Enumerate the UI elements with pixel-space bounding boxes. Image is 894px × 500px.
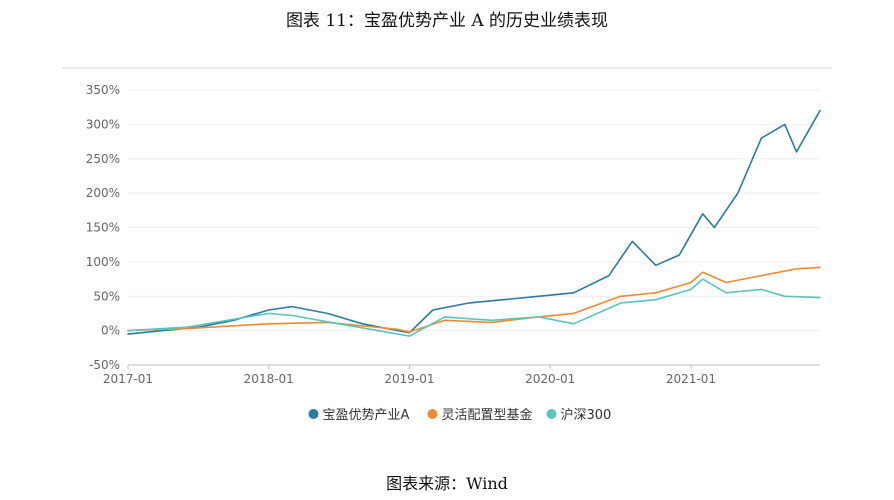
y-tick-label: 300% <box>86 117 120 131</box>
source-note: 图表来源：Wind <box>386 474 508 493</box>
series-lines <box>127 109 821 337</box>
grid-lines <box>128 89 820 366</box>
y-tick-label: 200% <box>86 186 120 200</box>
legend-label-2: 沪深300 <box>561 407 612 423</box>
y-tick-label: 100% <box>86 255 120 269</box>
y-tick-label: 250% <box>86 152 120 166</box>
legend-label-1: 灵活配置型基金 <box>442 407 533 423</box>
x-tick-label: 2020-01 <box>525 372 575 386</box>
x-axis-ticks: 2017-01 2018-01 2019-01 2020-01 2021-01 <box>103 365 716 386</box>
legend-marker-0 <box>308 409 319 419</box>
series-line-0 <box>127 109 821 335</box>
legend-label-0: 宝盈优势产业A <box>323 407 410 423</box>
legend-marker-1 <box>427 409 438 419</box>
y-tick-label: 350% <box>86 83 120 97</box>
series-line-2 <box>127 278 821 337</box>
x-tick-label: 2018-01 <box>244 372 294 386</box>
series-line-1 <box>127 266 821 333</box>
legend-marker-2 <box>546 409 557 419</box>
x-tick-label: 2021-01 <box>666 372 716 386</box>
y-tick-label: 50% <box>93 289 120 303</box>
y-tick-label: 0% <box>101 324 120 338</box>
y-axis-ticks: 350% 300% 250% 200% 150% 100% 50% 0% -50% <box>86 83 120 372</box>
legend: 宝盈优势产业A 灵活配置型基金 沪深300 <box>308 407 612 423</box>
figure-title: 图表 11：宝盈优势产业 A 的历史业绩表现 <box>285 11 609 31</box>
y-tick-label: 150% <box>86 221 120 235</box>
y-tick-label: -50% <box>89 358 120 372</box>
x-tick-label: 2017-01 <box>103 372 153 386</box>
x-tick-label: 2019-01 <box>384 372 434 386</box>
line-chart: 350% 300% 250% 200% 150% 100% 50% 0% -50% 2017-0… <box>62 67 832 423</box>
